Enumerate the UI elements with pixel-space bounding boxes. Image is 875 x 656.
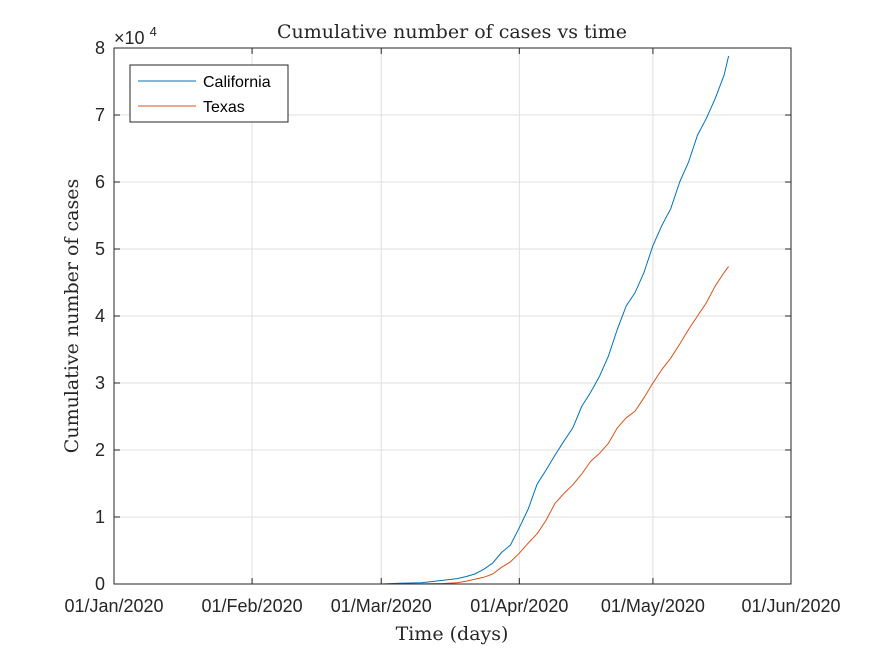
- series-line-texas: [220, 266, 730, 585]
- y-axis-label: Cumulative number of cases: [61, 179, 83, 453]
- y-exponent-base: ×10: [114, 28, 145, 48]
- y-tick-label: 4: [95, 306, 105, 326]
- y-tick-label: 1: [95, 507, 105, 527]
- x-tick-label: 01/Mar/2020: [331, 596, 432, 616]
- legend: California Texas: [129, 64, 289, 123]
- x-axis-label: Time (days): [396, 623, 509, 645]
- x-tick-label: 01/Jan/2020: [64, 596, 163, 616]
- y-tick-label: 5: [95, 239, 105, 259]
- y-tick-label: 8: [95, 38, 105, 58]
- x-tick-label: 01/Apr/2020: [470, 596, 568, 616]
- series-lines: [220, 55, 730, 585]
- y-exponent-power: 4: [150, 24, 157, 39]
- y-tick-label: 2: [95, 440, 105, 460]
- tick-labels: 01/Jan/2020 01/Feb/2020 01/Mar/2020 01/Apr/…: [64, 38, 840, 616]
- x-tick-label: 01/Feb/2020: [202, 596, 303, 616]
- series-line-california: [220, 55, 730, 585]
- legend-label-california: California: [203, 74, 271, 91]
- legend-label-texas: Texas: [203, 99, 245, 116]
- axis-ticks: [113, 47, 792, 585]
- grid-lines: [114, 48, 791, 584]
- x-tick-label: 01/May/2020: [601, 596, 705, 616]
- chart-title: Cumulative number of cases vs time: [277, 21, 627, 43]
- legend-box: [129, 64, 289, 123]
- y-exponent-multiplier: ×10 4: [114, 24, 157, 48]
- y-tick-label: 7: [95, 105, 105, 125]
- x-tick-label: 01/Jun/2020: [741, 596, 840, 616]
- y-tick-label: 6: [95, 172, 105, 192]
- y-tick-label: 3: [95, 373, 105, 393]
- y-tick-label: 0: [95, 574, 105, 594]
